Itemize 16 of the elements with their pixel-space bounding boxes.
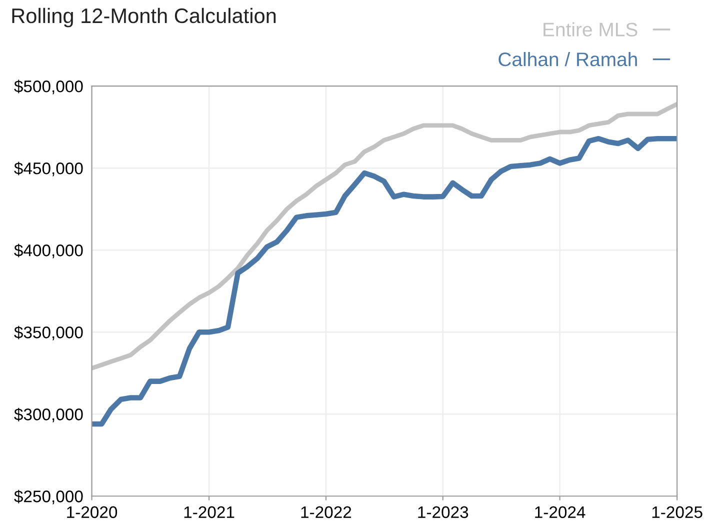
y-tick-label: $400,000 [14, 244, 83, 258]
x-tick-label: 1-2025 [652, 506, 702, 518]
x-tick-label: 1-2021 [184, 506, 234, 518]
legend-label: Entire MLS [544, 22, 638, 36]
x-tick-label: 1-2022 [301, 506, 352, 518]
x-tick-label: 1-2023 [418, 506, 468, 518]
y-tick-label: $250,000 [14, 490, 83, 504]
x-tick-label: 1-2024 [535, 506, 586, 518]
chart-title: Rolling 12-Month Calculation [12, 8, 276, 28]
y-tick-label: $450,000 [14, 162, 83, 176]
y-tick-label: $300,000 [14, 408, 83, 422]
y-tick-label: $500,000 [14, 80, 83, 94]
legend-label: Calhan / Ramah [498, 52, 637, 66]
line-series [92, 102, 678, 370]
x-tick-label: 1-2020 [67, 506, 118, 518]
y-tick-label: $350,000 [14, 326, 83, 340]
